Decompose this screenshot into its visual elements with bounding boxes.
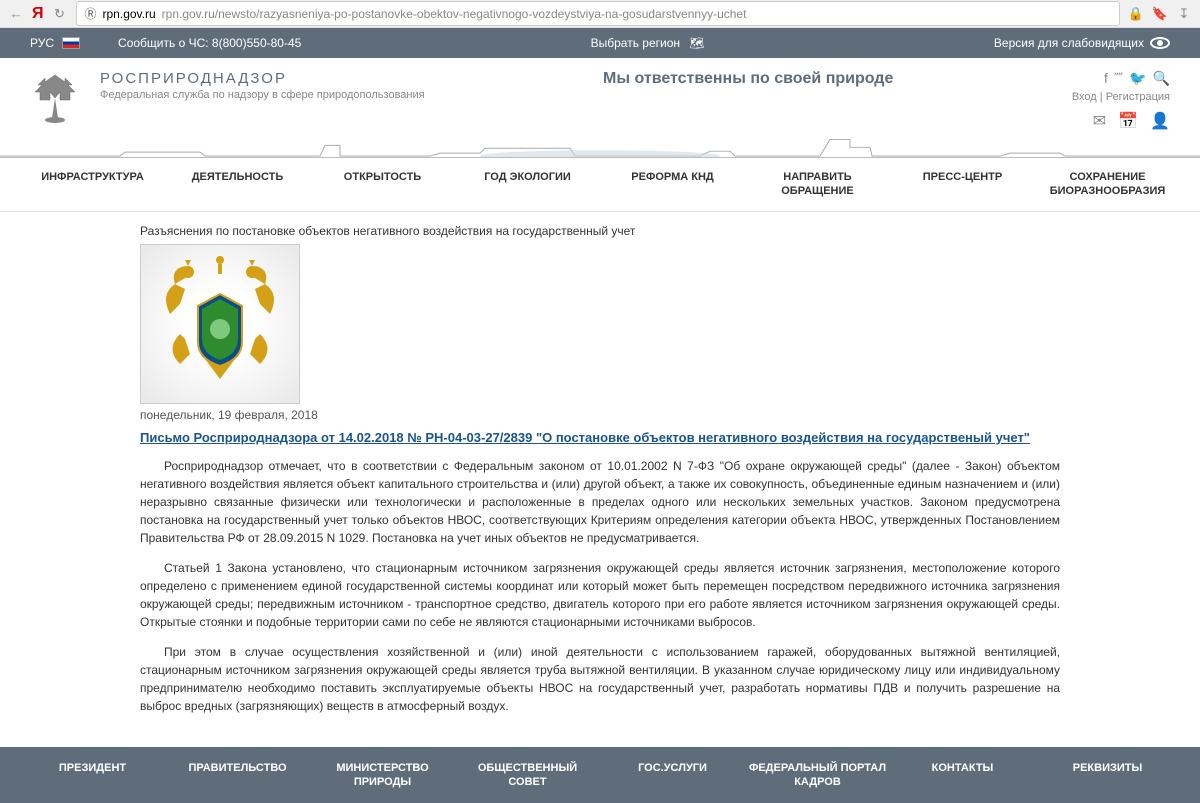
article-p1: Росприроднадзор отмечает, что в соответс… — [140, 457, 1060, 547]
site-emblem[interactable] — [30, 70, 80, 125]
nav-ecology-year[interactable]: ГОД ЭКОЛОГИИ — [455, 170, 600, 199]
nav-activity[interactable]: ДЕЯТЕЛЬНОСТЬ — [165, 170, 310, 199]
footer-government[interactable]: ПРАВИТЕЛЬСТВО — [165, 761, 310, 790]
search-icon[interactable]: 🔍 — [1153, 70, 1170, 87]
footer-president[interactable]: ПРЕЗИДЕНТ — [20, 761, 165, 790]
login-link[interactable]: Вход — [1072, 91, 1097, 103]
article-document-link[interactable]: Письмо Росприроднадзора от 14.02.2018 № … — [140, 430, 1060, 445]
twitter-icon[interactable]: 🐦 — [1129, 70, 1146, 87]
article-title: Разъяснения по постановке объектов негат… — [140, 224, 1060, 238]
rss-icon[interactable]: ⁗ — [1114, 70, 1123, 87]
nav-openness[interactable]: ОТКРЫТОСТЬ — [310, 170, 455, 199]
article-emblem-image — [140, 244, 300, 404]
nav-biodiversity[interactable]: СОХРАНЕНИЕБИОРАЗНООБРАЗИЯ — [1035, 170, 1180, 199]
region-selector[interactable]: Выбрать регион — [591, 36, 680, 50]
article-p3: При этом в случае осуществления хозяйств… — [140, 643, 1060, 715]
slogan: Мы ответственны по своей природе — [445, 70, 1052, 88]
nav-knd-reform[interactable]: РЕФОРМА КНД — [600, 170, 745, 199]
emergency-phone[interactable]: Сообщить о ЧС: 8(800)550-80-45 — [118, 36, 301, 50]
lang-label[interactable]: РУС — [30, 36, 54, 50]
back-icon[interactable]: ← — [8, 6, 24, 22]
nav-appeal[interactable]: НАПРАВИТЬОБРАЩЕНИЕ — [745, 170, 890, 199]
url-path: rpn.gov.ru/newsto/razyasneniya-po-postan… — [162, 7, 747, 21]
article-date: понедельник, 19 февраля, 2018 — [140, 408, 1060, 422]
url-host: rpn.gov.ru — [103, 7, 156, 21]
map-icon: 🗺 — [689, 36, 704, 50]
url-bar[interactable]: Ⓡ rpn.gov.ru rpn.gov.ru/newsto/razyasnen… — [76, 1, 1121, 26]
footer-ministry[interactable]: МИНИСТЕРСТВОПРИРОДЫ — [310, 761, 455, 790]
yandex-logo[interactable]: Я — [32, 5, 44, 23]
bookmark-icon[interactable]: 🔖 — [1152, 6, 1168, 22]
footer-gosuslugi[interactable]: ГОС.УСЛУГИ — [600, 761, 745, 790]
main-nav: ИНФРАСТРУКТУРА ДЕЯТЕЛЬНОСТЬ ОТКРЫТОСТЬ Г… — [0, 158, 1200, 212]
browser-chrome: ← Я ↻ Ⓡ rpn.gov.ru rpn.gov.ru/newsto/raz… — [0, 0, 1200, 28]
skyline-decoration — [0, 126, 1200, 158]
site-title: РОСПРИРОДНАДЗОР — [100, 70, 425, 87]
reload-icon[interactable]: ↻ — [52, 6, 68, 22]
article-body: Росприроднадзор отмечает, что в соответс… — [140, 457, 1060, 715]
site-subtitle: Федеральная служба по надзору в сфере пр… — [100, 89, 425, 101]
footer-council[interactable]: ОБЩЕСТВЕННЫЙСОВЕТ — [455, 761, 600, 790]
topbar: РУС Сообщить о ЧС: 8(800)550-80-45 Выбра… — [0, 28, 1200, 58]
facebook-icon[interactable]: f — [1104, 70, 1108, 87]
nav-infrastructure[interactable]: ИНФРАСТРУКТУРА — [20, 170, 165, 199]
footer-kadry[interactable]: ФЕДЕРАЛЬНЫЙ ПОРТАЛКАДРОВ — [745, 761, 890, 790]
register-link[interactable]: Регистрация — [1106, 91, 1170, 103]
eye-icon — [1150, 37, 1170, 49]
lock-icon: Ⓡ — [85, 5, 97, 22]
article-p2: Статьей 1 Закона установлено, что стацио… — [140, 559, 1060, 631]
footer-requisites[interactable]: РЕКВИЗИТЫ — [1035, 761, 1180, 790]
accessibility-link[interactable]: Версия для слабовидящих — [994, 36, 1144, 50]
download-icon[interactable]: ↧ — [1176, 6, 1192, 22]
shield-icon[interactable]: 🔒 — [1128, 6, 1144, 22]
footer-contacts[interactable]: КОНТАКТЫ — [890, 761, 1035, 790]
article: Разъяснения по постановке объектов негат… — [0, 212, 1200, 747]
header: РОСПРИРОДНАДЗОР Федеральная служба по на… — [0, 58, 1200, 131]
ru-flag-icon — [62, 37, 80, 49]
footer-nav: ПРЕЗИДЕНТ ПРАВИТЕЛЬСТВО МИНИСТЕРСТВОПРИР… — [0, 747, 1200, 803]
nav-press[interactable]: ПРЕСС-ЦЕНТР — [890, 170, 1035, 199]
